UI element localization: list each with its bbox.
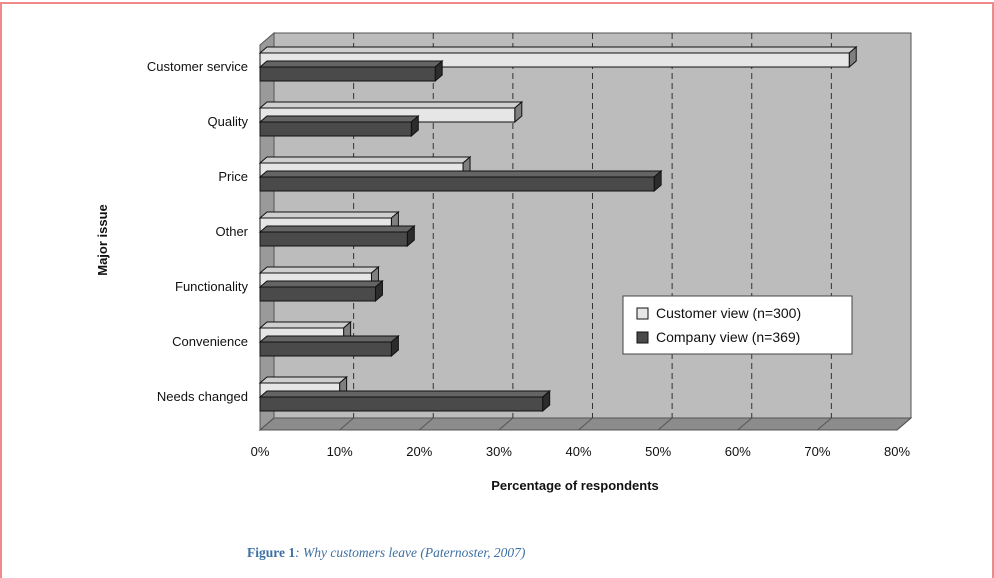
floor-tick [259,417,275,431]
floor-tick [578,417,593,431]
bar-company [258,114,420,138]
floor-tick [418,417,434,431]
bar-company-front [259,176,655,192]
bar-customer-top [258,321,352,329]
bar-company [258,334,400,358]
floor-tick [339,417,354,431]
x-tick-labels: 0% 10% 20% 30% 40% 50% 60% 70% 80% [251,444,911,459]
bar-company-top [258,390,552,398]
x-tick-label: 50% [645,444,671,459]
legend: Customer view (n=300) Company view (n=36… [622,295,853,355]
y-tick-label: Needs changed [157,389,248,404]
bar-company [258,59,444,83]
floor-tick [737,417,753,431]
frame-border-left [0,2,2,578]
bar-company [258,169,663,193]
x-tick-label: 80% [884,444,910,459]
figure-caption: Figure 1: Why customers leave (Paternost… [247,545,525,561]
x-tick-label: 10% [327,444,353,459]
x-tick-label: 40% [565,444,591,459]
frame-border-right [992,2,994,578]
bar-company-front [259,121,412,137]
y-tick-label: Price [218,169,248,184]
x-tick-label: 0% [251,444,270,459]
x-tick-label: 70% [804,444,830,459]
bars [258,45,858,413]
x-tick-label: 60% [725,444,751,459]
bar-customer-top [258,101,524,109]
bar-customer-top [258,211,400,219]
bar-company-top [258,225,416,233]
bar-company [258,224,416,248]
y-axis-title: Major issue [95,204,110,276]
bar-company-front [259,286,376,302]
y-tick-label: Convenience [172,334,248,349]
bar-customer-top [258,156,472,164]
bar-customer-top [258,376,348,384]
bar-customer-top [258,46,858,54]
bar-company-top [258,170,663,178]
x-tick-label: 30% [486,444,512,459]
y-tick-label: Quality [208,114,249,129]
floor-tick [896,417,912,431]
bar-company-top [258,280,384,288]
legend-box [622,295,853,355]
legend-swatch-company [636,331,649,344]
bar-company-front [259,231,408,247]
y-tick-label: Other [215,224,248,239]
x-axis-title: Percentage of respondents [491,478,659,493]
bar-company-front [259,341,392,357]
bar-company-front [259,396,544,412]
y-tick-label: Functionality [175,279,248,294]
floor-tick [817,417,832,431]
bar-company-front [259,66,436,82]
floor-tick [657,417,673,431]
floor-tick [498,417,514,431]
bar-company [258,279,384,303]
x-tick-label: 20% [406,444,432,459]
legend-label-customer: Customer view (n=300) [656,305,801,321]
caption-label: Figure 1 [247,545,296,560]
caption-text: : Why customers leave (Paternoster, 2007… [295,545,526,560]
legend-swatch-customer [636,307,649,320]
bar-customer-top [258,266,380,274]
bar-company [258,389,552,413]
y-tick-labels: Customer service Quality Price Other Functio… [147,59,249,404]
bar-company-top [258,60,444,68]
bar-company-top [258,335,400,343]
bar-company-top [258,115,420,123]
y-tick-label: Customer service [147,59,248,74]
legend-label-company: Company view (n=369) [656,329,800,345]
frame-border-top [0,2,994,4]
